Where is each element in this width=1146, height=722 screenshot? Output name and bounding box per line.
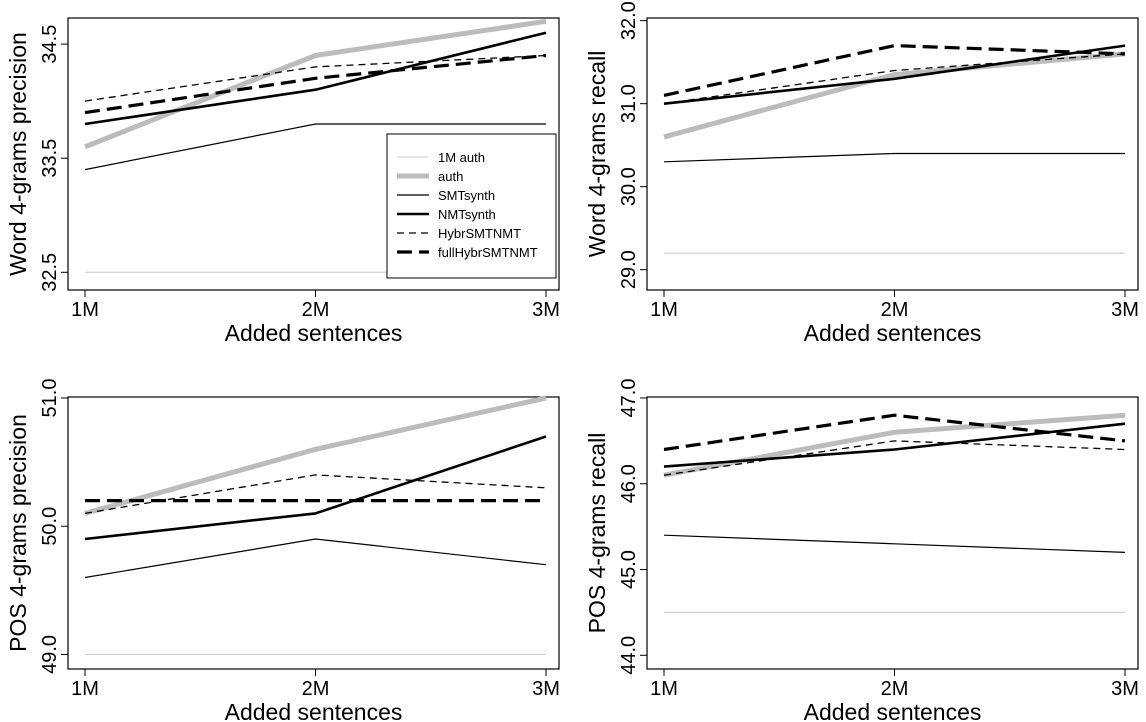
x-tick-label: 2M: [302, 299, 330, 321]
chart-panel-1: 1M 2M 3M Added sentences 32.5 33.5 34.5 Word 4-…: [5, 17, 560, 346]
x-axis-label: Added sentences: [225, 699, 403, 722]
series-line-auth: [663, 51, 1126, 140]
x-tick-label: 1M: [71, 678, 99, 700]
y-tick-label: 29.0: [618, 250, 640, 289]
legend-label-fullhybrsmtnmt: fullHybrSMTNMT: [438, 245, 538, 260]
y-axis-label: POS 4-grams precision: [5, 414, 31, 652]
chart-panel-2: 1M 2M 3M Added sentences 29.0 30.0 31.0 32.0 Wor…: [584, 1, 1139, 346]
x-tick-label: 3M: [532, 299, 560, 321]
legend: 1M auth auth SMTsynth NMTsynth HybrSMTNMT ful…: [386, 133, 557, 279]
legend-label-nmtsynth: NMTsynth: [438, 207, 496, 222]
y-tick-label: 45.0: [618, 550, 640, 589]
x-tick-label: 1M: [650, 678, 678, 700]
series-line-fullhybrsmtnmt: [663, 413, 1126, 452]
y-axis-label: Word 4-grams precision: [5, 32, 31, 276]
series-line-nmtsynth: [663, 44, 1126, 105]
legend-label-smtsynth: SMTsynth: [438, 188, 495, 203]
y-tick-label: 51.0: [39, 379, 61, 418]
x-axis-label: Added sentences: [804, 320, 982, 346]
x-tick-label: 3M: [532, 678, 560, 700]
series-line-hybrsmtnmt: [84, 54, 547, 102]
plot-frame: [646, 396, 1139, 670]
series-line-smtsynth: [663, 534, 1126, 553]
chart-panel-3: 1M 2M 3M Added sentences 49.0 50.0 51.0 POS 4-g…: [5, 379, 560, 722]
x-axis-label: Added sentences: [225, 320, 403, 346]
plot-frame: [646, 17, 1139, 291]
series-line-auth: [84, 395, 547, 516]
y-tick-label: 32.5: [39, 253, 61, 292]
chart-panel-4: 1M 2M 3M Added sentences 44.0 45.0 46.0 47.0 POS…: [584, 379, 1139, 722]
legend-box: [386, 133, 557, 279]
x-tick-label: 2M: [881, 678, 909, 700]
x-tick-label: 3M: [1111, 678, 1139, 700]
series-line-hybrsmtnmt: [663, 53, 1126, 105]
x-tick-label: 3M: [1111, 299, 1139, 321]
y-tick-label: 31.0: [618, 84, 640, 123]
series-line-smtsynth: [84, 538, 547, 579]
series-line-fullhybrsmtnmt: [663, 43, 1126, 97]
x-tick-label: 2M: [881, 299, 909, 321]
series-line-fullhybrsmtnmt: [84, 53, 547, 115]
series-line-nmtsynth: [84, 31, 547, 126]
legend-label-auth: auth: [438, 169, 463, 184]
y-tick-label: 44.0: [618, 636, 640, 675]
x-tick-label: 2M: [302, 678, 330, 700]
series-line-auth: [663, 412, 1126, 478]
y-tick-label: 47.0: [618, 379, 640, 418]
y-tick-label: 50.0: [39, 507, 61, 546]
y-tick-label: 46.0: [618, 464, 640, 503]
y-tick-label: 33.5: [39, 139, 61, 178]
y-tick-label: 34.5: [39, 25, 61, 64]
series-line-smtsynth: [84, 123, 546, 171]
plot-frame: [67, 17, 560, 291]
y-tick-label: 49.0: [39, 635, 61, 674]
series-line-auth: [84, 18, 547, 150]
x-axis-label: Added sentences: [804, 699, 982, 722]
series-line-hybrsmtnmt: [663, 440, 1126, 476]
plot-frame: [67, 396, 560, 670]
y-axis-label: Word 4-grams recall: [584, 51, 610, 258]
legend-label-hybrsmtnmt: HybrSMTNMT: [438, 226, 521, 241]
y-tick-label: 30.0: [618, 167, 640, 206]
series-line-nmtsynth: [84, 435, 547, 541]
y-axis-label: POS 4-grams recall: [584, 433, 610, 634]
legend-label-1m-auth: 1M auth: [438, 150, 485, 165]
y-tick-label: 32.0: [618, 1, 640, 40]
series-line-smtsynth: [663, 152, 1125, 163]
x-tick-label: 1M: [650, 299, 678, 321]
x-tick-label: 1M: [71, 299, 99, 321]
